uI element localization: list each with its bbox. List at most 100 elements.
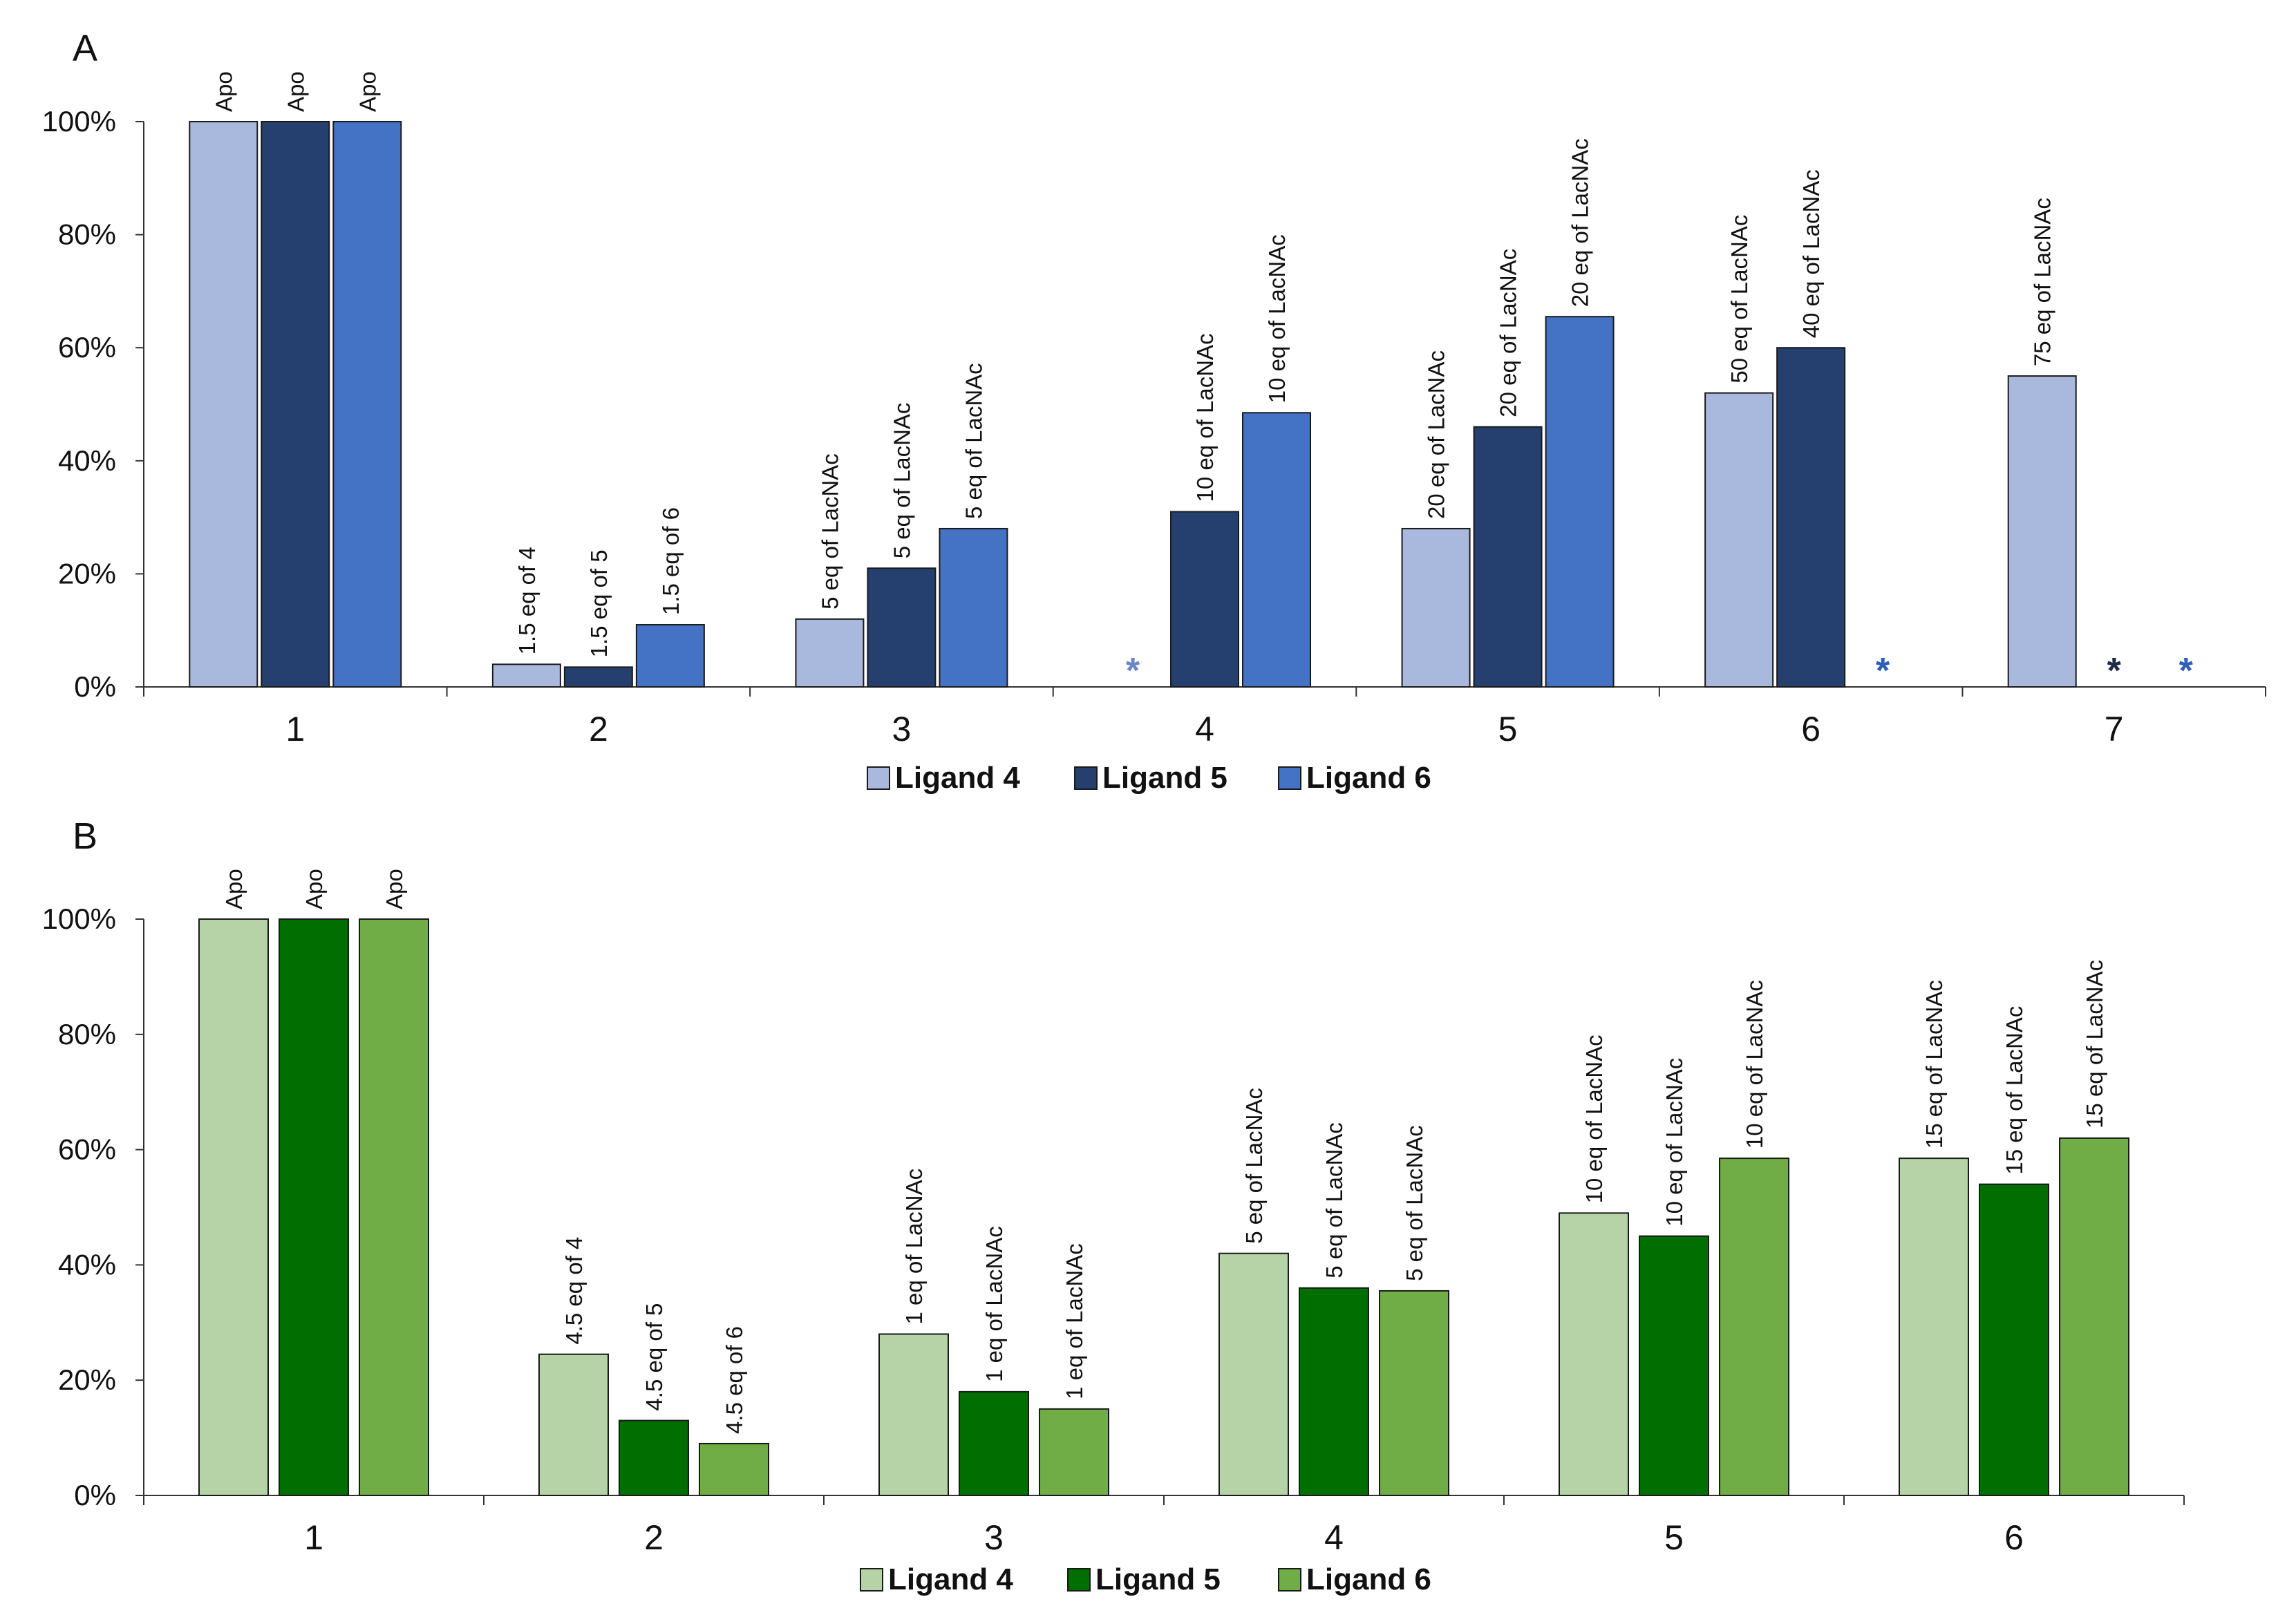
bar-data-label: 10 eq of LacNAc xyxy=(1264,234,1290,403)
x-tick-label: 2 xyxy=(644,1518,664,1557)
bar-data-label: Apo xyxy=(382,869,407,909)
bar-data-label: 15 eq of LacNAc xyxy=(2002,1006,2027,1175)
bar-ligand-4-cat-4 xyxy=(1218,1252,1289,1496)
bar-data-label: 4.5 eq of 6 xyxy=(722,1326,747,1434)
bar-data-label: Apo xyxy=(221,869,247,909)
bar-ligand-6-cat-6 xyxy=(2059,1137,2129,1497)
bar-ligand-4-cat-7 xyxy=(2007,375,2077,688)
bar-ligand-6-cat-2 xyxy=(699,1442,769,1496)
bar-data-label: 1.5 eq of 6 xyxy=(658,507,684,615)
bar-ligand-5-cat-1 xyxy=(261,121,330,688)
bar-ligand-4-cat-1 xyxy=(189,121,258,688)
bar-data-label: 15 eq of LacNAc xyxy=(2082,960,2107,1128)
y-tick-label: 60% xyxy=(58,331,116,363)
legend-label: Ligand 6 xyxy=(1306,761,1431,795)
bar-ligand-4-cat-3 xyxy=(795,618,865,688)
bar-ligand-6-cat-5 xyxy=(1545,316,1615,688)
legend-label: Ligand 4 xyxy=(888,1562,1013,1596)
bar-ligand-5-cat-4 xyxy=(1170,511,1239,688)
bar-data-label: 50 eq of LacNAc xyxy=(1726,215,1752,384)
not-observed-marker: * xyxy=(1876,651,1890,691)
bar-data-label: 4.5 eq of 4 xyxy=(561,1237,587,1345)
bar-data-label: 10 eq of LacNAc xyxy=(1662,1058,1687,1227)
bar-ligand-6-cat-4 xyxy=(1242,412,1311,688)
bar-data-label: 10 eq of LacNAc xyxy=(1581,1035,1607,1203)
bar-data-label: 20 eq of LacNAc xyxy=(1496,249,1521,417)
y-tick-label: 100% xyxy=(42,903,116,935)
y-tick-label: 0% xyxy=(74,1479,116,1511)
not-observed-marker: * xyxy=(1126,651,1140,691)
bar-ligand-4-cat-5 xyxy=(1559,1212,1629,1496)
legend-swatch xyxy=(1067,1568,1091,1592)
bar-ligand-4-cat-5 xyxy=(1401,527,1471,688)
bar-data-label: 5 eq of LacNAc xyxy=(961,363,986,519)
bar-data-label: 1.5 eq of 4 xyxy=(514,547,540,654)
legend-label: Ligand 5 xyxy=(1102,761,1227,795)
bar-ligand-6-cat-4 xyxy=(1379,1290,1449,1497)
x-tick-label: 6 xyxy=(2004,1518,2024,1557)
bar-ligand-6-cat-2 xyxy=(635,624,705,688)
bar-ligand-6-cat-5 xyxy=(1719,1158,1789,1496)
legend-swatch xyxy=(867,766,890,790)
bar-ligand-5-cat-5 xyxy=(1473,426,1543,688)
bar-ligand-4-cat-1 xyxy=(198,918,269,1496)
bar-ligand-5-cat-3 xyxy=(867,567,937,688)
bar-data-label: 1 eq of LacNAc xyxy=(1062,1243,1087,1399)
legend-swatch xyxy=(860,1568,883,1592)
x-tick-label: 5 xyxy=(1498,710,1518,748)
bar-data-label: 5 eq of LacNAc xyxy=(1241,1088,1267,1244)
bar-data-label: 20 eq of LacNAc xyxy=(1424,350,1449,519)
x-tick-label: 1 xyxy=(304,1518,323,1557)
y-tick-label: 80% xyxy=(58,1018,116,1050)
panel-b-chart: 0% 20% 40% 60% 80% 100% 1 2 3 4 5 6 Apo 4.5 eq of 4 1 … xyxy=(42,869,2185,1596)
bar-ligand-6-cat-3 xyxy=(939,527,1008,688)
bar-data-label: 10 eq of LacNAc xyxy=(1192,333,1218,502)
legend-label: Ligand 4 xyxy=(895,761,1020,795)
bar-ligand-5-cat-3 xyxy=(959,1390,1029,1496)
bar-ligand-5-cat-2 xyxy=(619,1419,689,1497)
bar-data-label: 75 eq of LacNAc xyxy=(2030,198,2055,366)
bar-data-label: Apo xyxy=(301,869,327,909)
bar-ligand-5-cat-6 xyxy=(1979,1183,2049,1496)
bar-ligand-6-cat-3 xyxy=(1039,1408,1109,1497)
bar-data-label: 10 eq of LacNAc xyxy=(1742,980,1767,1149)
bar-data-label: 1 eq of LacNAc xyxy=(901,1169,927,1325)
legend-label: Ligand 6 xyxy=(1306,1562,1431,1596)
bar-ligand-4-cat-2 xyxy=(491,663,561,688)
panel-label-a: A xyxy=(73,28,97,69)
bar-ligand-4-cat-6 xyxy=(1704,392,1774,688)
bar-ligand-4-cat-3 xyxy=(878,1333,949,1496)
not-observed-marker: * xyxy=(2107,651,2122,691)
y-tick-label: 40% xyxy=(58,1248,116,1281)
bar-ligand-4-cat-6 xyxy=(1899,1158,1969,1496)
legend-swatch xyxy=(1278,766,1301,790)
y-tick-label: 100% xyxy=(42,105,116,138)
bar-data-label: Apo xyxy=(355,71,380,112)
bar-data-label: 5 eq of LacNAc xyxy=(1321,1122,1347,1278)
bar-ligand-5-cat-5 xyxy=(1639,1235,1709,1496)
bar-data-label: 5 eq of LacNAc xyxy=(889,403,914,559)
x-tick-label: 3 xyxy=(984,1518,1004,1557)
y-tick-label: 20% xyxy=(58,1363,116,1396)
y-tick-label: 40% xyxy=(58,444,116,477)
not-observed-marker: * xyxy=(2179,651,2194,691)
bar-data-label: 40 eq of LacNAc xyxy=(1798,169,1824,338)
bar-data-label: 15 eq of LacNAc xyxy=(1921,980,1947,1149)
bar-ligand-4-cat-2 xyxy=(538,1353,609,1497)
bar-data-label: 5 eq of LacNAc xyxy=(1402,1125,1427,1281)
x-tick-label: 2 xyxy=(589,710,608,748)
bar-data-label: 1 eq of LacNAc xyxy=(981,1226,1007,1382)
bar-ligand-5-cat-4 xyxy=(1299,1287,1369,1496)
bar-ligand-5-cat-2 xyxy=(563,666,633,688)
bar-ligand-5-cat-6 xyxy=(1776,347,1846,688)
bar-data-label: Apo xyxy=(211,71,236,112)
y-tick-label: 60% xyxy=(58,1133,116,1166)
x-tick-label: 5 xyxy=(1664,1518,1684,1557)
legend-swatch xyxy=(1278,1568,1301,1592)
x-tick-label: 1 xyxy=(285,710,305,748)
y-tick-label: 80% xyxy=(58,218,116,251)
bar-ligand-6-cat-1 xyxy=(359,918,429,1496)
y-tick-label: 20% xyxy=(58,557,116,589)
